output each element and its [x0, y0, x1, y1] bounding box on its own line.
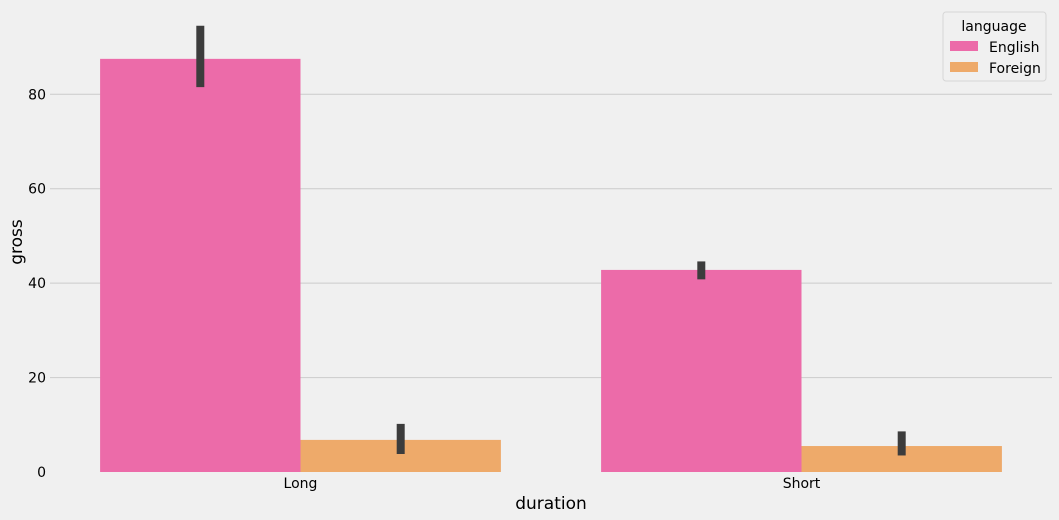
y-axis-label: gross — [7, 219, 27, 265]
y-tick-label: 20 — [28, 371, 46, 387]
bar-english-long — [100, 58, 301, 472]
bar-english-short — [601, 269, 802, 472]
x-axis: Long Short — [284, 476, 821, 492]
y-tick-label: 40 — [28, 276, 46, 292]
y-axis: 0 20 40 60 80 — [28, 87, 46, 481]
x-axis-label: duration — [515, 494, 587, 514]
legend-swatch-foreign — [950, 62, 978, 72]
legend: language English Foreign — [942, 11, 1047, 82]
legend-label-foreign: Foreign — [989, 61, 1041, 77]
legend-title: language — [961, 19, 1026, 35]
y-tick-label: 0 — [37, 465, 46, 481]
x-tick-label: Short — [783, 476, 821, 492]
y-tick-label: 60 — [28, 182, 46, 198]
error-bars — [196, 25, 906, 456]
bars — [100, 58, 1002, 472]
x-tick-label: Long — [284, 476, 318, 492]
legend-label-english: English — [989, 40, 1040, 56]
y-tick-label: 80 — [28, 87, 46, 103]
legend-swatch-english — [950, 41, 978, 51]
